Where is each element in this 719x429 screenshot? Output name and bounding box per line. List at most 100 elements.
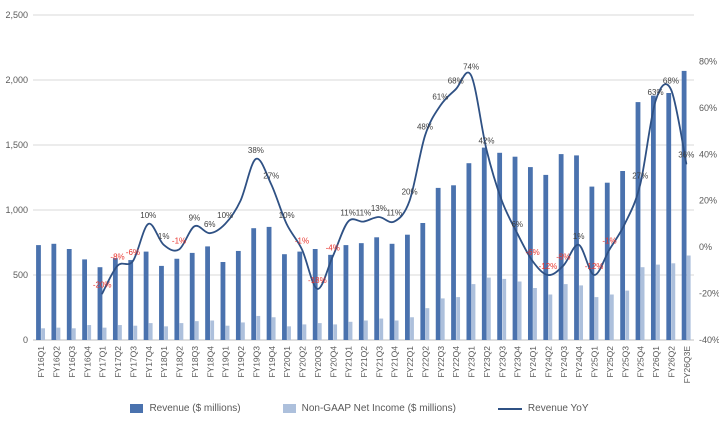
- x-axis-label: FY17Q4: [144, 346, 154, 378]
- net-income-bar: [517, 281, 522, 340]
- x-axis-label: FY20Q2: [298, 346, 308, 378]
- x-axis-label: FY21Q2: [359, 346, 369, 378]
- y-axis-right-label: 20%: [699, 196, 717, 206]
- net-income-bar: [594, 297, 599, 340]
- chart-legend: Revenue ($ millions) Non-GAAP Net Income…: [0, 403, 719, 414]
- yoy-data-label: -18%: [308, 276, 327, 285]
- revenue-bar: [481, 147, 487, 340]
- revenue-bar: [220, 262, 226, 340]
- net-income-bar: [440, 298, 445, 340]
- y-axis-right-label: -40%: [699, 335, 719, 345]
- revenue-bar: [543, 174, 549, 340]
- yoy-data-label: 27%: [263, 171, 279, 180]
- x-axis-label: FY23Q1: [467, 346, 477, 378]
- x-axis-label: FY22Q4: [451, 346, 461, 378]
- yoy-data-label: -12%: [539, 262, 558, 271]
- legend-label-yoy: Revenue YoY: [527, 403, 589, 414]
- legend-item-yoy: Revenue YoY: [497, 403, 589, 414]
- revenue-bar: [343, 245, 349, 340]
- net-income-bar: [87, 325, 92, 340]
- legend-item-net-income: Non-GAAP Net Income ($ millions): [282, 403, 456, 414]
- x-axis-label: FY18Q4: [205, 346, 215, 378]
- net-income-bar: [348, 321, 353, 340]
- x-axis-label: FY17Q3: [128, 346, 138, 378]
- x-axis-label: FY20Q3: [313, 346, 323, 378]
- yoy-data-label: 20%: [402, 188, 418, 197]
- x-axis-label: FY17Q2: [113, 346, 123, 378]
- yoy-data-label: 36%: [678, 151, 694, 160]
- x-axis-label: FY16Q3: [67, 346, 77, 378]
- net-income-bar: [102, 327, 107, 340]
- net-income-bar: [241, 322, 245, 340]
- net-income-bar: [164, 326, 168, 340]
- yoy-data-label: 68%: [448, 76, 464, 85]
- yoy-data-label: -4%: [326, 243, 340, 252]
- net-income-bar: [379, 318, 384, 340]
- y-axis-right-label: 60%: [699, 103, 717, 113]
- net-income-bar: [302, 324, 307, 340]
- yoy-data-label: 74%: [463, 62, 479, 71]
- x-axis-label: FY26Q1: [651, 346, 661, 378]
- y-axis-right-label: -20%: [699, 289, 719, 299]
- x-axis-label: FY21Q1: [344, 346, 354, 378]
- revenue-bar: [174, 258, 180, 340]
- x-axis-label: FY24Q3: [559, 346, 569, 378]
- yoy-data-label: -8%: [556, 253, 570, 262]
- x-axis-label: FY18Q2: [175, 346, 185, 378]
- revenue-bar: [97, 267, 103, 340]
- x-axis-label: FY19Q1: [221, 346, 231, 378]
- yoy-data-label: 6%: [511, 220, 523, 229]
- yoy-data-label: -20%: [93, 281, 112, 290]
- revenue-bar: [36, 245, 41, 340]
- net-income-bar: [41, 328, 45, 340]
- net-income-bar: [179, 323, 184, 340]
- revenue-bar: [389, 243, 395, 340]
- net-income-bar: [225, 325, 230, 340]
- legend-label-net-income: Non-GAAP Net Income ($ millions): [301, 403, 456, 414]
- x-axis-label: FY19Q4: [267, 346, 277, 378]
- x-axis-label: FY24Q4: [574, 346, 584, 378]
- net-income-bar: [118, 325, 122, 340]
- net-income-bar: [640, 267, 645, 340]
- yoy-data-label: 1%: [158, 232, 170, 241]
- yoy-data-label: 11%: [340, 209, 355, 218]
- y-axis-left-label: 500: [13, 270, 28, 280]
- net-income-bar: [256, 315, 261, 340]
- net-income-bar: [194, 321, 199, 340]
- yoy-data-label: 38%: [248, 146, 264, 155]
- y-axis-left-label: 2,000: [5, 75, 28, 85]
- yoy-data-label: -6%: [525, 248, 539, 257]
- revenue-bar: [497, 152, 503, 340]
- revenue-bar: [51, 243, 57, 340]
- revenue-bar: [451, 185, 456, 340]
- yoy-line-swatch: [497, 407, 522, 410]
- revenue-bar: [143, 251, 149, 340]
- y-axis-left-label: 0: [23, 335, 28, 345]
- yoy-data-label: 61%: [432, 93, 448, 102]
- x-axis-label: FY25Q3: [620, 346, 630, 378]
- yoy-data-label: -1%: [172, 236, 186, 245]
- net-income-bar: [656, 264, 660, 340]
- yoy-data-label: 27%: [632, 171, 648, 180]
- net-income-bar: [625, 290, 630, 340]
- x-axis-label: FY26Q3E: [682, 346, 692, 384]
- x-axis-label: FY24Q1: [528, 346, 538, 378]
- revenue-bar: [527, 167, 533, 340]
- net-income-bar: [210, 320, 215, 340]
- y-axis-right-label: 0%: [699, 242, 712, 252]
- revenue-swatch: [130, 404, 144, 413]
- y-axis-left-label: 2,500: [5, 10, 28, 20]
- x-axis-label: FY25Q2: [605, 346, 615, 378]
- x-axis-label: FY19Q3: [251, 346, 261, 378]
- yoy-data-label: 10%: [217, 211, 233, 220]
- revenue-bar: [128, 260, 134, 340]
- x-axis-label: FY21Q4: [390, 346, 400, 378]
- net-income-bar: [686, 255, 691, 340]
- yoy-data-label: -8%: [110, 253, 124, 262]
- yoy-data-label: -12%: [585, 262, 604, 271]
- x-axis-label: FY20Q4: [328, 346, 338, 378]
- revenue-bar: [282, 254, 287, 340]
- yoy-data-label: 68%: [663, 76, 679, 85]
- revenue-bar: [251, 228, 257, 340]
